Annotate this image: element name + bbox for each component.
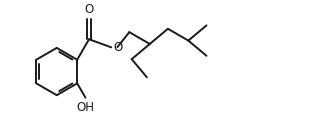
Text: OH: OH <box>76 101 94 114</box>
Text: O: O <box>114 41 123 54</box>
Text: O: O <box>84 3 94 16</box>
